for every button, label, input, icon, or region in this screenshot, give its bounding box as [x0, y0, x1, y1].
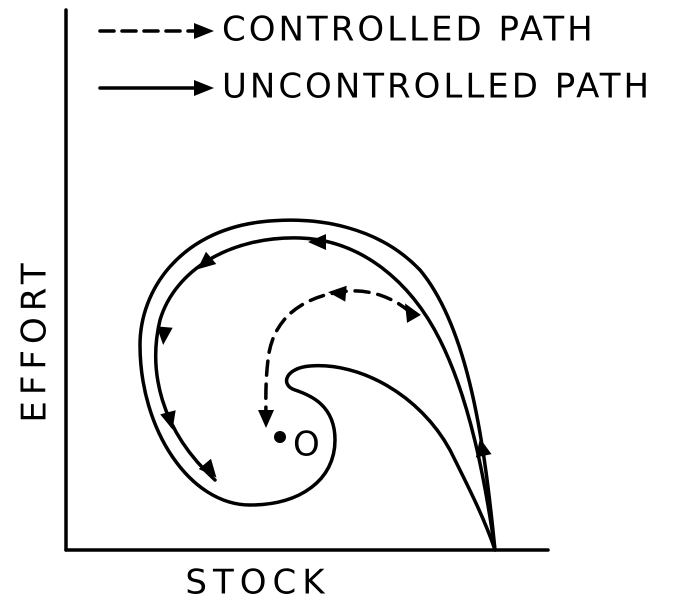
x-axis-label: STOCK: [185, 563, 330, 603]
arrow: [198, 458, 217, 478]
arrow: [308, 234, 326, 250]
legend-arrow: [194, 23, 214, 39]
controlled-arrows: [258, 285, 347, 428]
equilibrium-point: [274, 431, 286, 443]
legend-arrow: [194, 80, 214, 96]
arrow: [328, 285, 347, 302]
path-arrows: [156, 234, 492, 478]
region-boundary: [138, 218, 497, 552]
legend-label: UNCONTROLLED PATH: [222, 67, 652, 107]
legend: CONTROLLED PATH UNCONTROLLED PATH: [98, 10, 652, 107]
controlled-path: [264, 289, 412, 424]
arrow: [475, 438, 492, 458]
arrow: [405, 303, 421, 323]
arrow: [258, 410, 274, 428]
legend-label: CONTROLLED PATH: [222, 10, 596, 50]
point-label: O: [293, 425, 320, 465]
arrow: [156, 326, 173, 345]
arrow: [197, 251, 217, 270]
arrow: [160, 410, 176, 430]
y-axis-label: EFFORT: [15, 257, 55, 422]
uncontrolled-path: [154, 236, 497, 552]
